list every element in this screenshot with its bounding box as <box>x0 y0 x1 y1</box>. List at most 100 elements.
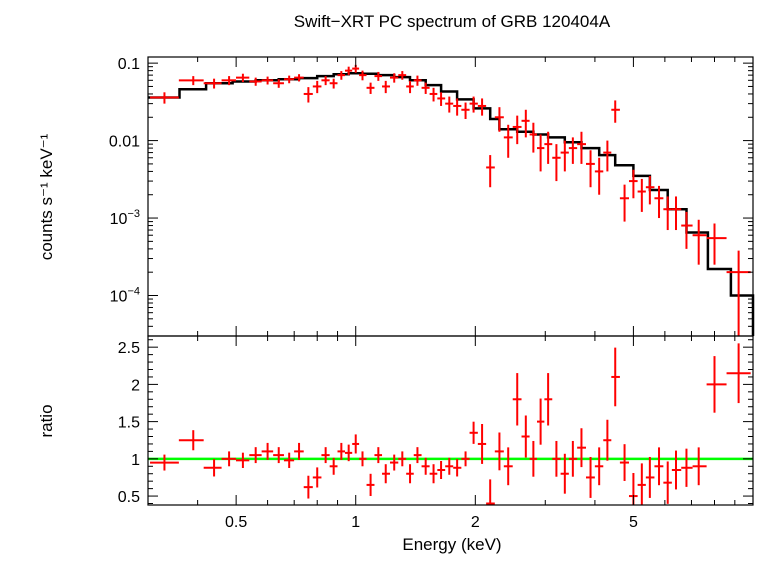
ratio-data-point <box>577 428 586 468</box>
spectrum-data-point <box>398 71 407 80</box>
spectrum-data-point <box>611 100 620 123</box>
ratio-data-point <box>337 442 346 460</box>
tick-label-exponent: −4 <box>127 286 140 298</box>
ratio-data-layer <box>150 343 751 505</box>
top-panel-frame <box>147 56 754 337</box>
bottom-y-tick-label: 0.5 <box>118 489 140 506</box>
top-y-tick-label: 0.01 <box>109 134 140 151</box>
spectrum-data-point <box>437 92 446 106</box>
spectrum-data-point <box>577 131 586 164</box>
spectrum-data-point <box>406 80 414 94</box>
spectrum-data-point <box>303 87 313 103</box>
spectrum-data-point <box>619 184 629 222</box>
spectrum-data-point <box>469 96 478 113</box>
spectrum-data-point <box>421 82 430 94</box>
top-y-tick-label: 0.1 <box>118 56 140 73</box>
ratio-data-point <box>398 451 407 467</box>
spectrum-data-point <box>249 77 262 86</box>
spectrum-data-point <box>544 131 553 164</box>
spectrum-data-point <box>283 75 295 84</box>
x-tick-label: 2 <box>471 514 480 531</box>
spectrum-data-point <box>445 96 454 113</box>
ratio-data-point <box>413 447 422 464</box>
spectrum-data-point <box>494 107 504 132</box>
ratio-data-point <box>594 447 604 486</box>
ratio-data-point <box>585 456 595 498</box>
spectrum-data-point <box>512 115 522 145</box>
bottom-y-tick-label: 2 <box>131 377 140 394</box>
spectrum-data-point <box>594 157 604 195</box>
ratio-data-point <box>203 459 222 477</box>
spectrum-data-point <box>235 73 250 83</box>
spectrum-data-point <box>261 76 274 85</box>
spectrum-data-point <box>294 74 304 82</box>
ratio-data-point <box>221 451 236 467</box>
ratio-data-point <box>663 461 672 504</box>
ratio-data-point <box>654 447 664 486</box>
ratio-data-point <box>421 457 430 475</box>
spectrum-data-point <box>645 175 655 205</box>
spectrum-data-point <box>603 140 612 172</box>
ratio-data-point <box>692 447 707 486</box>
ratio-data-point <box>389 454 399 471</box>
spectrum-data-point <box>671 196 682 231</box>
ratio-data-point <box>312 467 322 488</box>
bottom-y-tick-label: 1 <box>131 452 140 469</box>
spectrum-data-layer <box>150 64 751 336</box>
spectrum-data-point <box>453 98 462 116</box>
ratio-data-point <box>249 447 262 464</box>
ratio-data-point <box>406 464 414 484</box>
ratio-data-point <box>469 421 478 444</box>
spectrum-data-point <box>585 150 595 188</box>
spectrum-data-point <box>273 79 284 88</box>
spectrum-data-point <box>329 78 338 89</box>
spectrum-data-point <box>568 137 578 164</box>
tick-label-exponent: −3 <box>127 208 140 220</box>
spectrum-data-point <box>429 87 438 102</box>
model-curve-layer <box>148 72 755 336</box>
model-step-curve <box>148 72 755 336</box>
ratio-data-point <box>671 450 682 490</box>
spectrum-data-point <box>706 223 727 265</box>
ratio-data-point <box>294 442 304 460</box>
x-axis-label: Energy (keV) <box>402 535 501 554</box>
top-y-tick-label: 10−4 <box>110 286 140 306</box>
bottom-panel-frame <box>147 335 754 506</box>
ratio-data-point <box>382 464 390 484</box>
bottom-y-tick-label: 2.5 <box>118 340 140 357</box>
ratio-data-point <box>494 432 504 471</box>
ratio-data-point <box>503 447 513 486</box>
ratio-data-point <box>321 447 330 464</box>
spectrum-data-point <box>560 140 569 172</box>
spectrum-data-point <box>178 76 204 86</box>
ratio-data-point <box>568 440 578 477</box>
x-tick-label: 0.5 <box>225 514 247 531</box>
ratio-data-point <box>477 423 487 464</box>
spectrum-data-point <box>477 98 487 116</box>
ratio-data-point <box>374 447 383 464</box>
ratio-data-point <box>235 452 250 468</box>
ratio-data-point <box>529 440 537 477</box>
spectrum-data-point <box>413 75 422 86</box>
chart-title: Swift−XRT PC spectrum of GRB 120404A <box>294 12 611 31</box>
ratio-data-point <box>706 356 727 413</box>
ratio-data-point <box>261 442 274 460</box>
top-y-tick-label: 10−3 <box>110 208 140 228</box>
ratio-data-point <box>178 430 204 451</box>
ratio-data-point <box>552 440 561 477</box>
ratio-data-point <box>437 461 446 480</box>
spectrum-data-point <box>321 76 330 86</box>
spectrum-data-point <box>529 122 537 153</box>
ratio-data-point <box>560 453 569 494</box>
ratio-data-point <box>273 447 284 464</box>
spectrum-data-point <box>359 70 367 81</box>
bottom-y-axis-label: ratio <box>37 404 56 437</box>
ratio-data-point <box>461 451 470 467</box>
ratio-data-point <box>486 479 495 505</box>
spectrum-data-point <box>726 250 751 336</box>
spectrum-data-point <box>312 80 322 94</box>
ratio-data-point <box>603 419 612 461</box>
spectrum-data-point <box>692 219 707 265</box>
spectrum-data-point <box>461 102 470 119</box>
